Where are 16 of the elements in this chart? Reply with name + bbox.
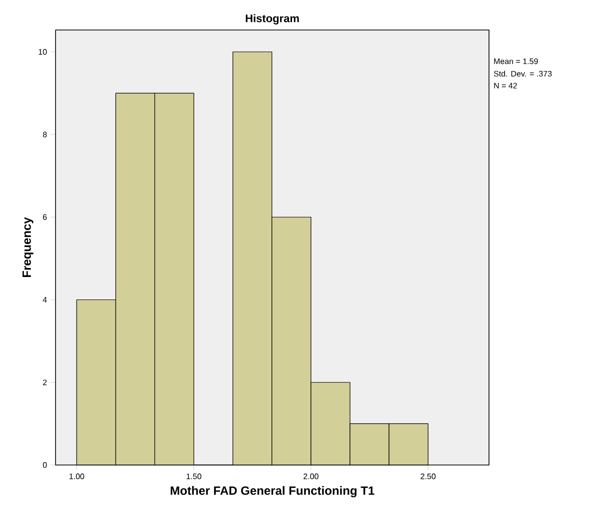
y-tick-label: 6 [43, 214, 47, 220]
text: N = 42 [494, 82, 517, 88]
y-tick-label: 10 [38, 49, 47, 55]
text: Std. Dev. = .373 [494, 70, 552, 77]
y-tick-label: 8 [42, 132, 47, 138]
y-axis-title: Frequency [22, 217, 34, 278]
y-tick-label: 4 [42, 296, 47, 302]
x-tick-label: 2.00 [304, 474, 318, 480]
chart-title: Histogram [246, 14, 299, 24]
x-tick-label: 1.50 [186, 474, 202, 480]
y-tick-label: 2 [43, 380, 47, 386]
x-axis-title: Mother FAD General Functioning T1 [170, 486, 374, 498]
y-tick-label: 0 [42, 462, 47, 468]
text: Mean = 1.59 [494, 58, 538, 64]
x-tick-label: 1.00 [70, 474, 84, 480]
x-tick-label: 2.50 [420, 474, 436, 480]
